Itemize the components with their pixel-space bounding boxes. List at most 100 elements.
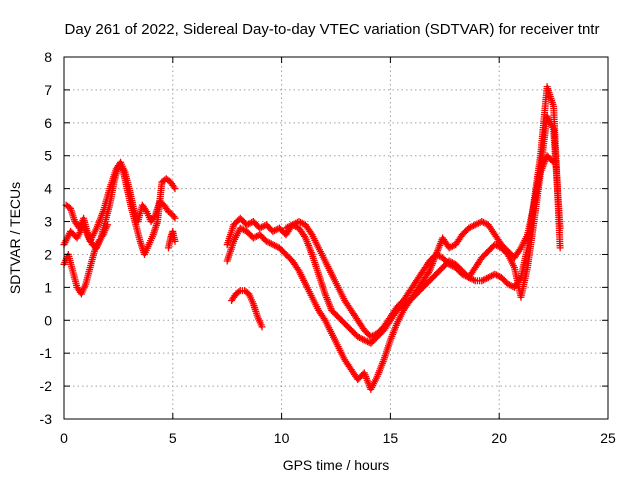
- data-point-marker: [548, 157, 556, 165]
- data-point-marker: [272, 242, 280, 250]
- data-point-marker: [479, 218, 487, 226]
- data-point-marker: [171, 185, 179, 193]
- data-layer: [60, 83, 564, 393]
- y-tick-label: 6: [44, 115, 52, 131]
- data-point-marker: [479, 276, 487, 284]
- data-point-marker: [142, 206, 150, 214]
- data-point-marker: [244, 220, 252, 228]
- data-point-marker: [483, 274, 491, 282]
- data-point-marker: [556, 244, 564, 252]
- data-point-marker: [435, 252, 443, 260]
- x-tick-label: 25: [600, 430, 616, 446]
- y-tick-label: 3: [44, 214, 52, 230]
- data-point-marker: [284, 223, 292, 231]
- data-point-marker: [307, 229, 315, 237]
- data-point-marker: [484, 273, 492, 281]
- data-point-marker: [256, 224, 264, 232]
- data-point-marker: [249, 234, 257, 242]
- data-point-marker: [447, 243, 455, 251]
- data-point-marker: [466, 223, 474, 231]
- data-point-marker: [295, 218, 303, 226]
- y-axis-label: SDTVAR / TECUs: [7, 182, 23, 294]
- data-point-marker: [287, 222, 295, 230]
- data-point-marker: [492, 271, 500, 279]
- data-point-marker: [170, 183, 178, 191]
- data-point-marker: [238, 225, 246, 233]
- data-point-marker: [494, 242, 502, 250]
- data-point-marker: [271, 227, 279, 235]
- data-point-marker: [282, 224, 290, 232]
- data-point-marker: [471, 221, 479, 229]
- data-point-marker: [491, 270, 499, 278]
- y-tick-label: 7: [44, 82, 52, 98]
- data-point-marker: [491, 241, 499, 249]
- data-point-marker: [445, 244, 453, 252]
- data-point-marker: [468, 222, 476, 230]
- data-point-marker: [285, 222, 293, 230]
- data-point-marker: [359, 335, 367, 343]
- data-point-marker: [290, 220, 298, 228]
- data-point-marker: [269, 241, 277, 249]
- data-point-marker: [475, 219, 483, 227]
- y-tick-label: -1: [40, 345, 53, 361]
- data-point-marker: [320, 315, 328, 323]
- data-point-marker: [170, 213, 178, 221]
- data-point-marker: [504, 280, 512, 288]
- data-point-marker: [240, 226, 248, 234]
- y-tick-label: 5: [44, 148, 52, 164]
- data-point-marker: [516, 246, 524, 254]
- data-point-marker: [235, 288, 243, 296]
- data-point-marker: [262, 237, 270, 245]
- y-tick-label: 0: [44, 312, 52, 328]
- data-point-marker: [447, 261, 455, 269]
- series-track-h: [228, 287, 266, 331]
- data-point-marker: [465, 224, 473, 232]
- x-axis: 0 5 10 15 20 25: [60, 57, 616, 446]
- data-point-marker: [448, 242, 456, 250]
- y-tick-label: 1: [44, 279, 52, 295]
- data-point-marker: [267, 240, 275, 248]
- data-point-marker: [434, 251, 442, 259]
- data-point-marker: [445, 260, 453, 268]
- series-track-g: [282, 152, 558, 341]
- data-point-marker: [470, 222, 478, 230]
- data-point-marker: [506, 281, 514, 289]
- data-point-marker: [171, 214, 179, 222]
- series-track-c: [60, 221, 112, 298]
- data-point-marker: [257, 223, 265, 231]
- data-point-marker: [362, 337, 370, 345]
- data-point-marker: [258, 323, 266, 331]
- y-axis: -3 -2 -1 0 1 2 3 4 5 6 7 8: [40, 49, 608, 427]
- data-point-marker: [460, 271, 468, 279]
- data-point-marker: [354, 333, 362, 341]
- data-point-marker: [357, 334, 365, 342]
- data-point-marker: [492, 241, 500, 249]
- plot-frame: [63, 56, 609, 420]
- data-point-marker: [494, 272, 502, 280]
- data-point-marker: [458, 270, 466, 278]
- data-point-marker: [269, 227, 277, 235]
- chart-title: Day 261 of 2022, Sidereal Day-to-day VTE…: [65, 21, 600, 38]
- x-axis-label: GPS time / hours: [283, 457, 390, 473]
- x-tick-label: 0: [60, 430, 68, 446]
- x-tick-label: 5: [169, 430, 177, 446]
- data-point-marker: [486, 273, 494, 281]
- data-point-marker: [251, 233, 259, 241]
- data-point-marker: [243, 221, 251, 229]
- data-point-marker: [368, 332, 376, 340]
- data-point-marker: [478, 218, 486, 226]
- data-point-marker: [478, 277, 486, 285]
- data-point-marker: [171, 237, 179, 245]
- data-point-marker: [360, 336, 368, 344]
- data-point-marker: [367, 333, 375, 341]
- data-point-marker: [481, 219, 489, 227]
- data-point-marker: [556, 224, 564, 232]
- y-tick-label: -3: [40, 411, 53, 427]
- data-point-marker: [98, 232, 106, 240]
- y-tick-label: 8: [44, 49, 52, 65]
- x-tick-label: 10: [274, 430, 290, 446]
- x-tick-label: 20: [491, 430, 507, 446]
- data-point-marker: [370, 331, 378, 339]
- x-tick-label: 15: [383, 430, 399, 446]
